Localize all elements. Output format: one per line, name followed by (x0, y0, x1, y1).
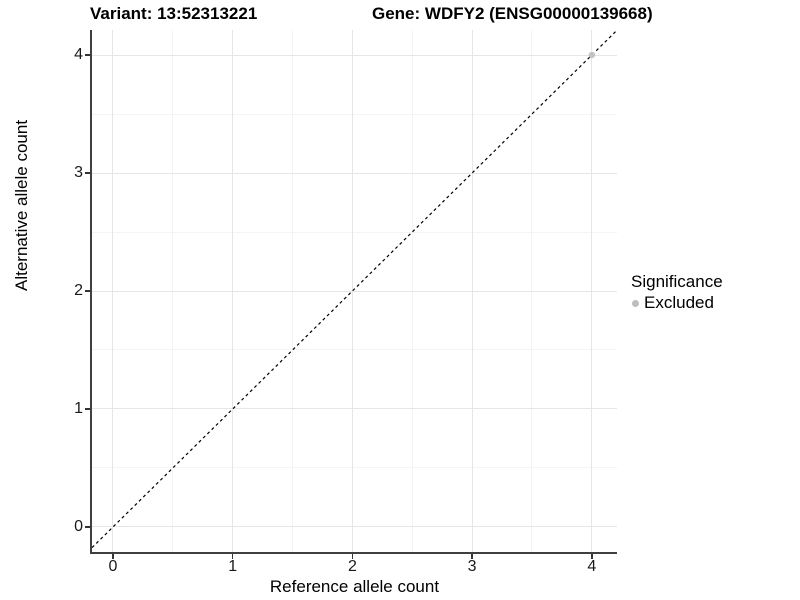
y-tick-mark (85, 526, 90, 528)
plot-title-gene: Gene: WDFY2 (ENSG00000139668) (372, 4, 653, 23)
x-tick-label: 0 (108, 558, 118, 575)
gridline-major-h (92, 526, 617, 528)
y-tick-label: 4 (74, 46, 83, 63)
gridline-minor-h (92, 467, 617, 469)
x-tick-label: 2 (347, 558, 357, 575)
y-tick-mark (85, 408, 90, 410)
plot-panel (92, 30, 617, 552)
gridline-major-h (92, 172, 617, 174)
plot-title-variant: Variant: 13:52313221 (90, 4, 258, 23)
x-tick-label: 1 (228, 558, 238, 575)
gridline-major-h (92, 290, 617, 292)
x-tick-mark (112, 554, 114, 559)
identity-line (92, 30, 617, 549)
gridline-minor-h (92, 231, 617, 233)
x-axis-line (90, 552, 617, 554)
gridline-major-h (92, 54, 617, 56)
legend-entry-label: Excluded (644, 293, 714, 312)
y-tick-mark (85, 290, 90, 292)
y-tick-label: 2 (74, 282, 83, 299)
y-tick-mark (85, 172, 90, 174)
y-tick-label: 3 (74, 164, 83, 181)
data-point-excluded (588, 51, 596, 59)
x-tick-mark (471, 554, 473, 559)
plot-layer (92, 30, 617, 549)
y-axis-line (90, 30, 92, 554)
y-tick-label: 1 (74, 399, 83, 417)
gridline-minor-h (92, 349, 617, 351)
y-tick-label: 0 (74, 517, 83, 535)
y-tick-mark (85, 54, 90, 56)
x-tick-label: 4 (587, 558, 597, 575)
x-tick-mark (351, 554, 354, 559)
x-tick-mark (231, 554, 234, 559)
x-tick-mark (591, 554, 593, 559)
gridline-minor-h (92, 113, 617, 115)
legend: Significance Excluded (631, 271, 723, 313)
x-tick-label: 3 (467, 558, 477, 575)
legend-title: Significance (631, 272, 723, 291)
x-axis-title: Reference allele count (269, 577, 440, 596)
gridline-major-h (92, 408, 617, 410)
legend-entry-excluded: Excluded (631, 293, 723, 313)
legend-point-icon (632, 299, 639, 307)
